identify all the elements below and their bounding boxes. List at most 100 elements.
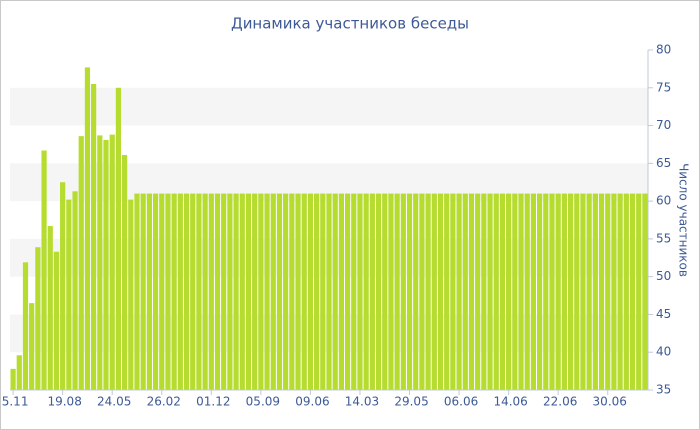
x-tick-label: 06.06 xyxy=(444,395,478,409)
bar xyxy=(16,355,22,390)
bar xyxy=(128,199,134,390)
bar xyxy=(233,193,239,390)
y-tick-label: 65 xyxy=(656,156,671,170)
bar xyxy=(152,193,159,390)
bar xyxy=(611,193,617,390)
bar xyxy=(165,193,171,390)
bar xyxy=(183,193,190,390)
bar xyxy=(506,193,512,390)
bar xyxy=(245,193,252,390)
bar xyxy=(623,193,629,390)
bar xyxy=(543,193,549,390)
bar xyxy=(561,193,567,390)
y-tick-label: 45 xyxy=(656,307,671,321)
bar xyxy=(196,193,202,390)
bar xyxy=(295,193,301,390)
bar xyxy=(413,193,419,390)
bar xyxy=(171,193,177,390)
bar xyxy=(103,139,109,390)
bar xyxy=(567,193,574,390)
bar xyxy=(574,193,580,390)
bar xyxy=(456,193,462,390)
bar xyxy=(530,193,537,390)
bar xyxy=(72,191,78,390)
bar xyxy=(320,193,326,390)
bar xyxy=(115,87,121,391)
bar xyxy=(29,303,35,390)
bar xyxy=(586,193,592,390)
bar xyxy=(487,193,493,390)
bar xyxy=(481,193,487,390)
bar xyxy=(475,193,481,390)
bar xyxy=(617,193,623,390)
bar xyxy=(629,193,636,390)
x-tick-label: 5.11 xyxy=(2,395,29,409)
bar xyxy=(419,193,425,390)
x-tick-label: 01.12 xyxy=(196,395,230,409)
bar xyxy=(190,193,196,390)
x-tick-label: 30.06 xyxy=(593,395,627,409)
bar xyxy=(499,193,506,390)
bar xyxy=(314,193,320,390)
bar xyxy=(91,84,97,390)
bar xyxy=(425,193,431,390)
bar xyxy=(537,193,543,390)
bar xyxy=(580,193,586,390)
bar xyxy=(270,193,276,390)
bar xyxy=(140,193,146,390)
bar xyxy=(468,193,475,390)
x-tick-label: 19.08 xyxy=(47,395,81,409)
bar xyxy=(555,193,561,390)
bar xyxy=(10,368,16,390)
bar xyxy=(301,193,307,390)
bar xyxy=(35,247,41,390)
bar xyxy=(289,193,295,390)
bar xyxy=(177,193,183,390)
bar xyxy=(221,193,227,390)
chart-title: Динамика участников беседы xyxy=(231,15,469,33)
bar xyxy=(450,193,456,390)
bar xyxy=(47,226,53,390)
bar xyxy=(84,67,91,390)
bar xyxy=(276,193,283,390)
x-tick-label: 14.06 xyxy=(493,395,527,409)
bar xyxy=(332,193,338,390)
bar xyxy=(605,193,611,390)
y-tick-label: 40 xyxy=(656,345,671,359)
bar xyxy=(227,193,233,390)
bar xyxy=(159,193,165,390)
bar xyxy=(258,193,264,390)
bar xyxy=(351,193,357,390)
bar xyxy=(202,193,208,390)
x-tick-label: 14.03 xyxy=(345,395,379,409)
bar xyxy=(134,193,140,390)
bar xyxy=(394,193,400,390)
bar xyxy=(382,193,388,390)
bar xyxy=(549,193,555,390)
bar xyxy=(41,150,47,390)
bar xyxy=(326,193,332,390)
bar xyxy=(357,193,363,390)
bar xyxy=(252,193,258,390)
y-tick-label: 60 xyxy=(656,194,671,208)
bar xyxy=(121,155,128,390)
bar xyxy=(66,199,72,390)
bar xyxy=(375,193,382,390)
bar xyxy=(109,134,115,390)
bar xyxy=(388,193,394,390)
bar xyxy=(344,193,351,390)
bar xyxy=(214,193,221,390)
bar xyxy=(22,262,29,390)
bar xyxy=(406,193,413,390)
bar xyxy=(338,193,344,390)
y-tick-label: 80 xyxy=(656,43,671,57)
y-tick-label: 50 xyxy=(656,269,671,283)
y-tick-label: 35 xyxy=(656,383,671,397)
bar xyxy=(524,193,530,390)
bar xyxy=(444,193,450,390)
bar xyxy=(636,193,642,390)
bar xyxy=(598,193,605,390)
x-tick-label: 22.06 xyxy=(543,395,577,409)
bar xyxy=(53,251,60,390)
